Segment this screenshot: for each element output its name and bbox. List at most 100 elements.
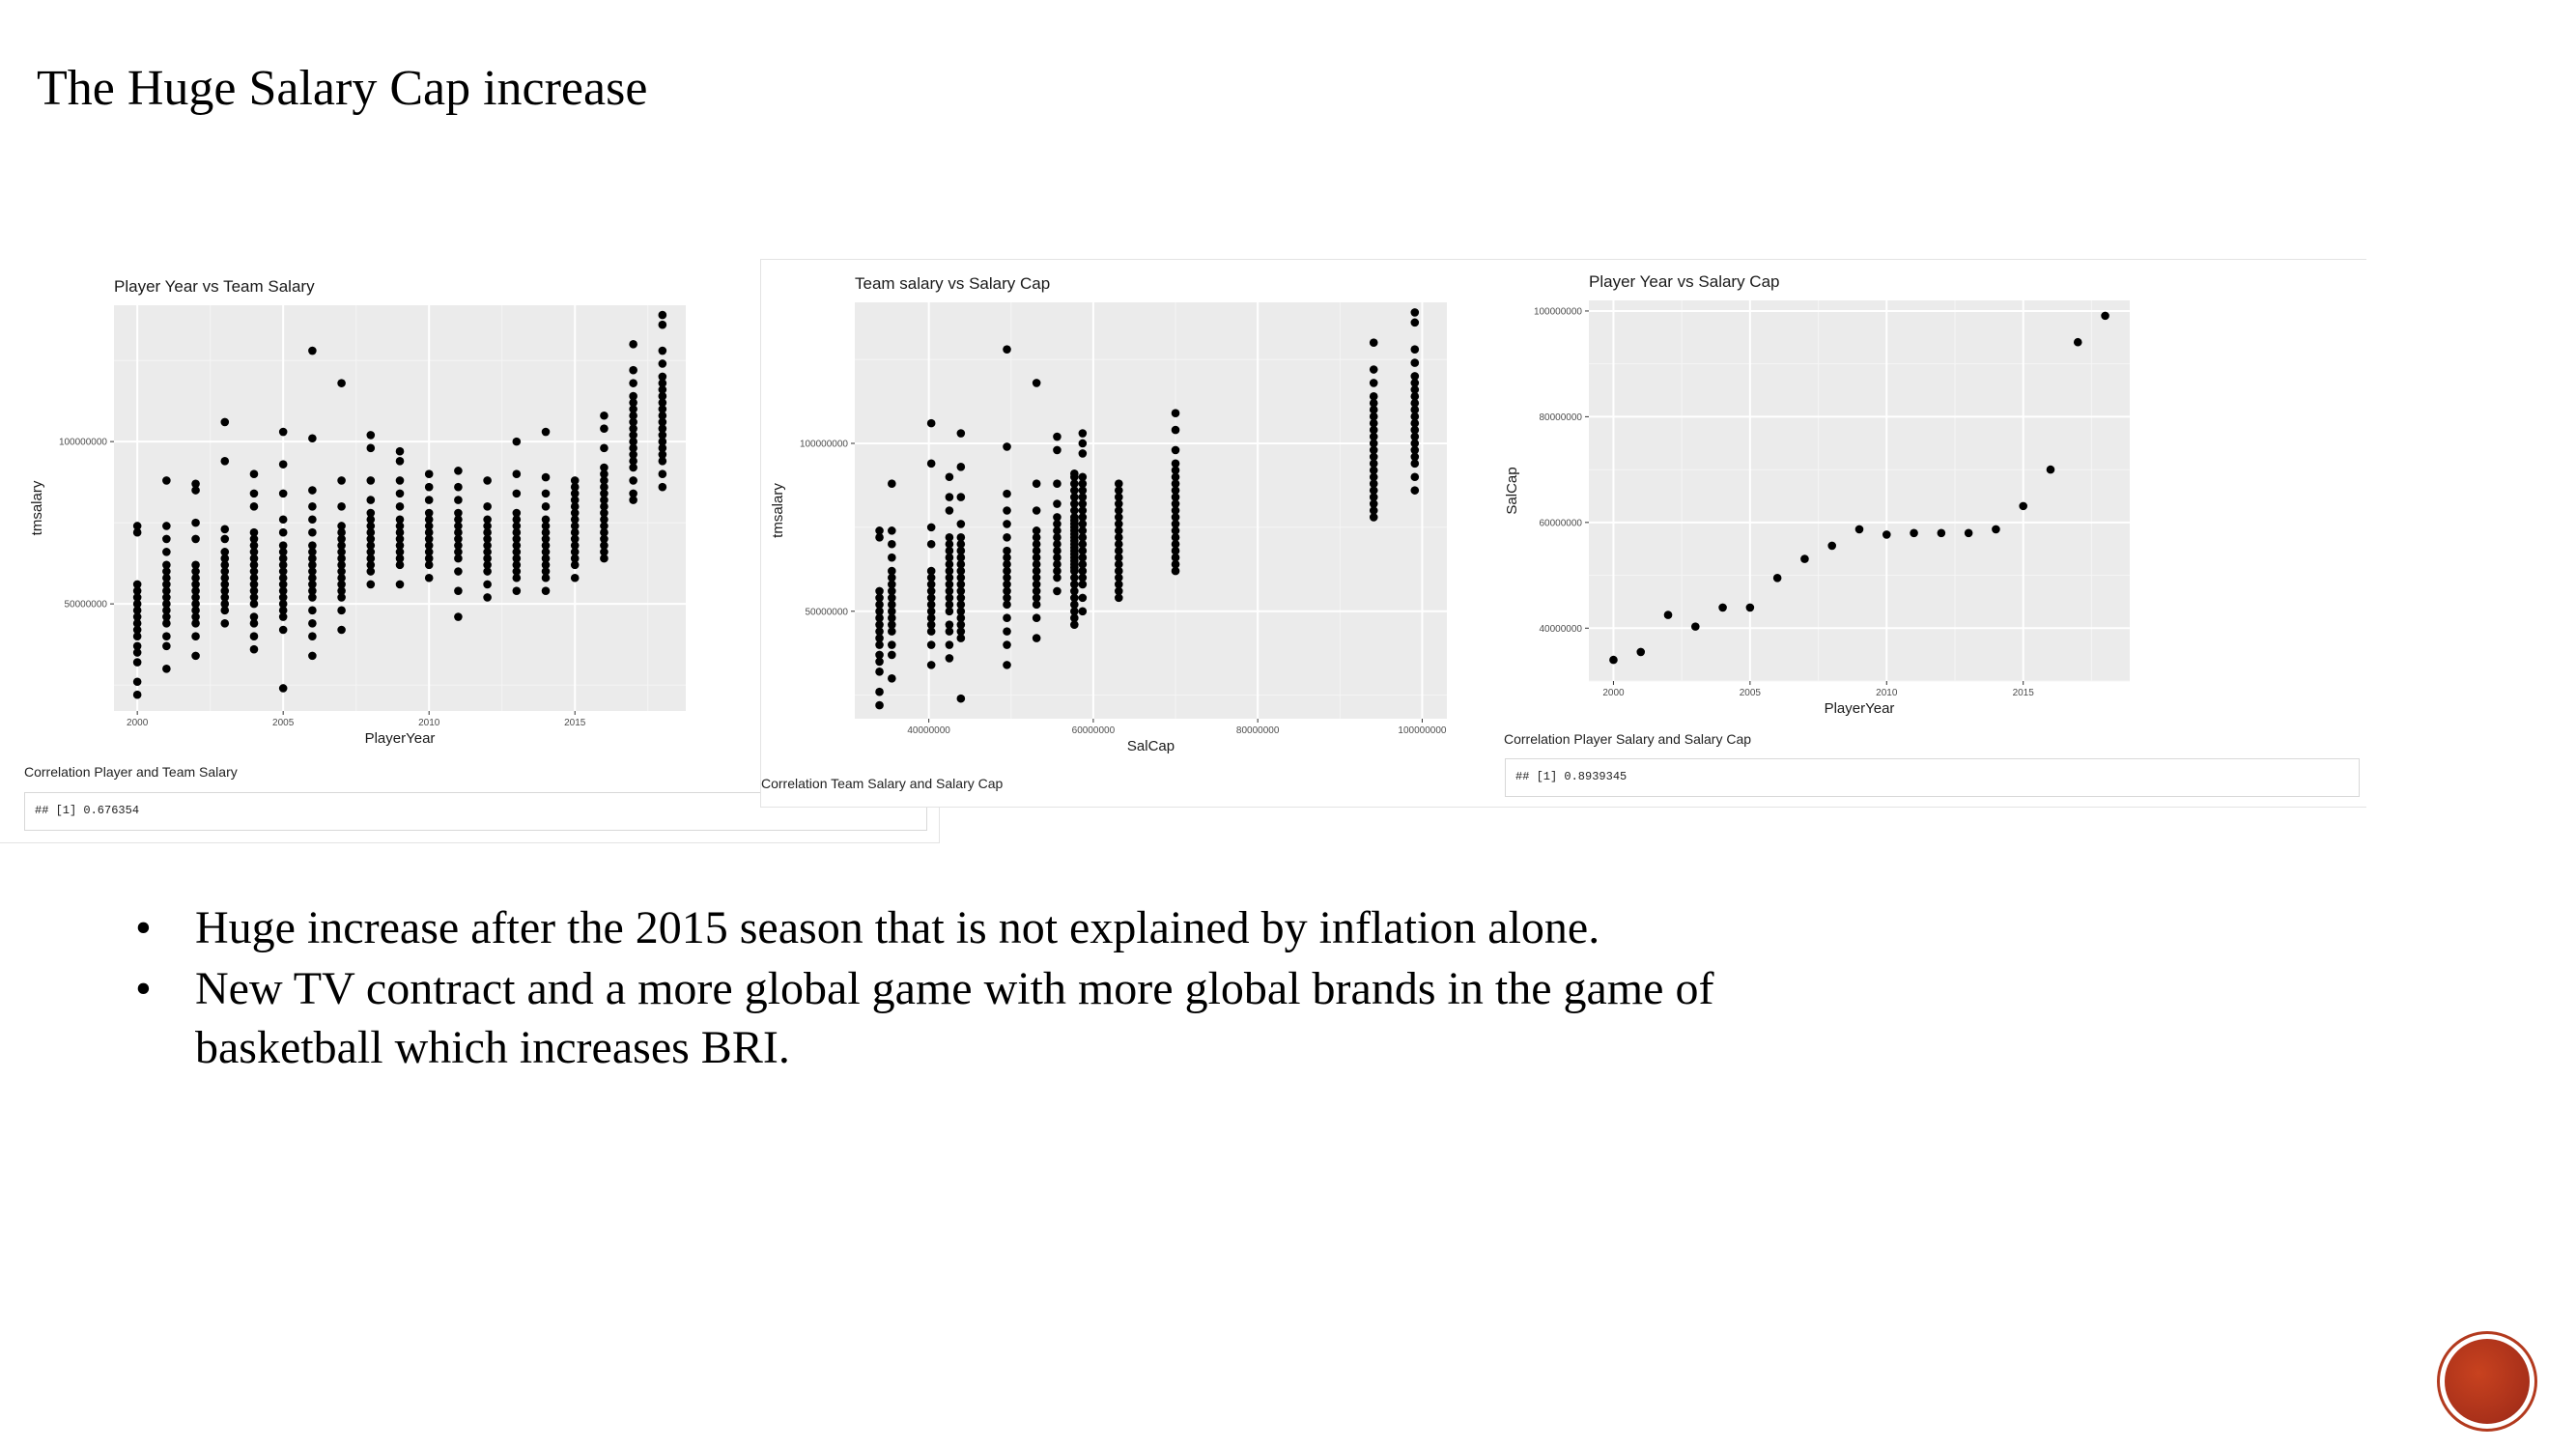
data-point xyxy=(191,612,200,621)
data-point xyxy=(945,493,954,501)
data-point xyxy=(424,508,434,518)
data-point xyxy=(1369,445,1378,455)
data-point xyxy=(1053,479,1062,488)
data-point xyxy=(1114,553,1123,562)
data-point xyxy=(1078,486,1088,495)
data-point xyxy=(220,618,230,628)
data-point xyxy=(541,534,551,544)
data-point xyxy=(1078,439,1088,448)
data-point xyxy=(1032,586,1041,596)
data-point xyxy=(658,450,667,459)
data-point xyxy=(1369,365,1378,374)
data-point xyxy=(191,632,200,641)
data-point xyxy=(191,518,200,527)
data-point xyxy=(1003,489,1011,498)
data-point xyxy=(162,548,171,556)
data-point xyxy=(454,612,463,621)
data-point xyxy=(945,472,954,482)
data-point xyxy=(945,627,954,636)
data-point xyxy=(366,534,376,544)
data-point xyxy=(600,463,609,472)
data-point xyxy=(308,541,317,550)
data-point xyxy=(1003,442,1011,451)
data-point xyxy=(337,606,346,615)
data-point xyxy=(278,554,288,563)
data-point xyxy=(945,600,954,610)
data-point xyxy=(2019,501,2027,511)
bullet-list: • Huge increase after the 2015 season th… xyxy=(135,898,1797,1079)
data-point xyxy=(600,411,609,420)
data-point xyxy=(1369,418,1378,428)
data-point xyxy=(1070,593,1079,603)
data-point xyxy=(1718,603,1727,612)
data-point xyxy=(132,641,142,651)
data-point xyxy=(956,634,966,642)
data-point xyxy=(1691,622,1700,631)
data-point xyxy=(308,560,317,570)
data-point xyxy=(888,479,896,488)
data-point xyxy=(629,437,637,446)
data-point xyxy=(1078,513,1088,522)
data-point xyxy=(395,476,405,485)
data-point xyxy=(337,541,346,550)
data-point xyxy=(629,424,637,433)
data-point xyxy=(1114,499,1123,508)
data-point xyxy=(220,580,230,589)
data-point xyxy=(1003,566,1011,576)
data-point xyxy=(1171,533,1180,542)
data-point xyxy=(220,534,230,544)
data-point xyxy=(1053,546,1062,555)
data-point xyxy=(1078,506,1088,515)
data-point xyxy=(1053,526,1062,535)
data-point xyxy=(1410,439,1420,448)
data-point xyxy=(541,472,551,482)
data-point xyxy=(1410,486,1420,495)
data-point xyxy=(1078,593,1088,603)
plot-background xyxy=(1589,300,2130,681)
data-point xyxy=(424,496,434,504)
data-point xyxy=(1032,600,1041,610)
data-point xyxy=(658,456,667,466)
data-point xyxy=(1171,513,1180,522)
data-point xyxy=(1410,308,1420,317)
data-point xyxy=(1369,432,1378,441)
data-point xyxy=(888,586,896,596)
data-point xyxy=(888,650,896,660)
data-point xyxy=(1171,459,1180,469)
data-point xyxy=(308,554,317,563)
bullet-item: • New TV contract and a more global game… xyxy=(135,959,1797,1077)
data-point xyxy=(1410,425,1420,435)
data-point xyxy=(1053,586,1062,596)
data-point xyxy=(658,385,667,394)
data-point xyxy=(220,567,230,576)
data-point xyxy=(512,522,522,530)
data-point xyxy=(162,580,171,589)
chart-player-year-vs-salary-cap: 2000 2005 2010 2015 40000000 60000000 80000000… xyxy=(1504,272,2130,717)
data-point xyxy=(220,548,230,556)
data-point xyxy=(658,320,667,329)
data-point xyxy=(454,482,463,492)
data-point xyxy=(945,593,954,603)
data-point xyxy=(1053,445,1062,455)
data-point xyxy=(1032,546,1041,555)
data-point xyxy=(424,469,434,479)
data-point xyxy=(2101,311,2109,321)
data-point xyxy=(454,567,463,576)
data-point xyxy=(1003,520,1011,528)
data-point xyxy=(1070,600,1079,610)
data-point xyxy=(366,515,376,525)
data-point xyxy=(249,534,259,544)
data-point xyxy=(308,346,317,355)
data-point xyxy=(1369,466,1378,475)
data-point xyxy=(249,548,259,556)
data-point xyxy=(424,560,434,570)
data-point xyxy=(1410,392,1420,401)
data-point xyxy=(512,437,522,446)
data-point xyxy=(1171,526,1180,535)
data-point xyxy=(1410,372,1420,381)
data-point xyxy=(191,593,200,602)
data-point xyxy=(1410,459,1420,469)
data-point xyxy=(1609,655,1618,665)
data-point xyxy=(1032,566,1041,576)
bullet-marker: • xyxy=(135,902,152,953)
